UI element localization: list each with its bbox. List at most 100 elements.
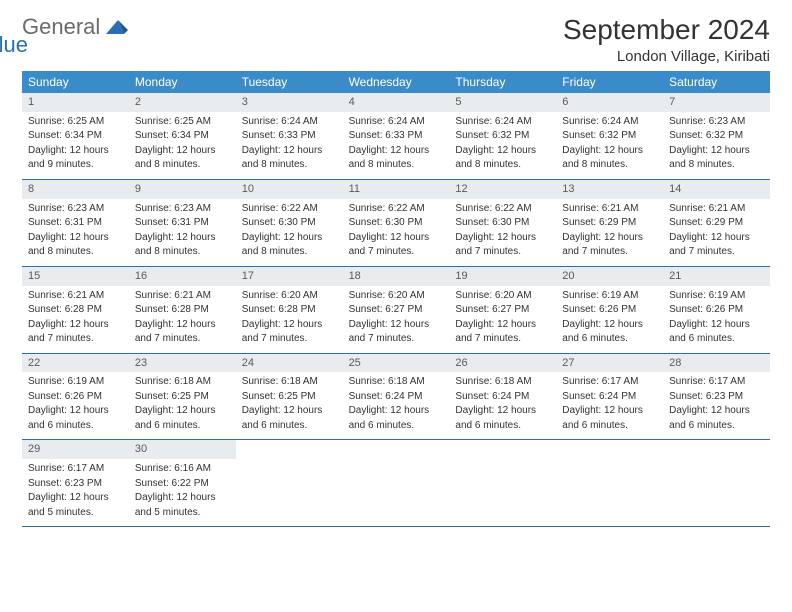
day-sunrise: Sunrise: 6:24 AM bbox=[455, 115, 550, 129]
day-d1: Daylight: 12 hours bbox=[28, 491, 123, 505]
day-content: Sunrise: 6:23 AMSunset: 6:31 PMDaylight:… bbox=[129, 202, 236, 259]
day-d1: Daylight: 12 hours bbox=[669, 404, 764, 418]
week-row: 8Sunrise: 6:23 AMSunset: 6:31 PMDaylight… bbox=[22, 180, 770, 267]
day-cell: 15Sunrise: 6:21 AMSunset: 6:28 PMDayligh… bbox=[22, 267, 129, 353]
day-d2: and 7 minutes. bbox=[242, 332, 337, 346]
day-number: 16 bbox=[129, 267, 236, 286]
day-cell: 10Sunrise: 6:22 AMSunset: 6:30 PMDayligh… bbox=[236, 180, 343, 266]
day-d2: and 9 minutes. bbox=[28, 158, 123, 172]
day-cell: 9Sunrise: 6:23 AMSunset: 6:31 PMDaylight… bbox=[129, 180, 236, 266]
day-sunrise: Sunrise: 6:20 AM bbox=[242, 289, 337, 303]
day-number: 26 bbox=[449, 354, 556, 373]
day-sunset: Sunset: 6:28 PM bbox=[242, 303, 337, 317]
day-content: Sunrise: 6:25 AMSunset: 6:34 PMDaylight:… bbox=[129, 115, 236, 172]
logo-text-general: General bbox=[22, 14, 100, 40]
day-content: Sunrise: 6:17 AMSunset: 6:23 PMDaylight:… bbox=[663, 375, 770, 432]
calendar: Sunday Monday Tuesday Wednesday Thursday… bbox=[22, 71, 770, 527]
day-number: 6 bbox=[556, 93, 663, 112]
day-sunrise: Sunrise: 6:22 AM bbox=[349, 202, 444, 216]
day-d1: Daylight: 12 hours bbox=[28, 144, 123, 158]
day-number: 14 bbox=[663, 180, 770, 199]
day-sunset: Sunset: 6:30 PM bbox=[349, 216, 444, 230]
day-content: Sunrise: 6:20 AMSunset: 6:28 PMDaylight:… bbox=[236, 289, 343, 346]
day-sunset: Sunset: 6:26 PM bbox=[28, 390, 123, 404]
day-cell bbox=[236, 440, 343, 526]
day-number: 1 bbox=[22, 93, 129, 112]
day-cell: 21Sunrise: 6:19 AMSunset: 6:26 PMDayligh… bbox=[663, 267, 770, 353]
day-number: 30 bbox=[129, 440, 236, 459]
day-sunrise: Sunrise: 6:21 AM bbox=[135, 289, 230, 303]
day-cell: 26Sunrise: 6:18 AMSunset: 6:24 PMDayligh… bbox=[449, 354, 556, 440]
day-d1: Daylight: 12 hours bbox=[455, 318, 550, 332]
day-d2: and 8 minutes. bbox=[242, 245, 337, 259]
day-sunset: Sunset: 6:33 PM bbox=[349, 129, 444, 143]
day-sunset: Sunset: 6:27 PM bbox=[349, 303, 444, 317]
day-content: Sunrise: 6:24 AMSunset: 6:32 PMDaylight:… bbox=[556, 115, 663, 172]
day-d1: Daylight: 12 hours bbox=[28, 318, 123, 332]
day-d2: and 7 minutes. bbox=[455, 332, 550, 346]
day-number: 25 bbox=[343, 354, 450, 373]
day-d2: and 8 minutes. bbox=[28, 245, 123, 259]
day-sunset: Sunset: 6:33 PM bbox=[242, 129, 337, 143]
day-d2: and 6 minutes. bbox=[28, 419, 123, 433]
day-d1: Daylight: 12 hours bbox=[349, 404, 444, 418]
day-cell: 12Sunrise: 6:22 AMSunset: 6:30 PMDayligh… bbox=[449, 180, 556, 266]
day-sunset: Sunset: 6:29 PM bbox=[669, 216, 764, 230]
weekday-header: Monday bbox=[129, 71, 236, 93]
day-sunrise: Sunrise: 6:24 AM bbox=[242, 115, 337, 129]
day-number: 18 bbox=[343, 267, 450, 286]
day-sunset: Sunset: 6:26 PM bbox=[562, 303, 657, 317]
day-d2: and 7 minutes. bbox=[135, 332, 230, 346]
logo-triangle-icon bbox=[106, 18, 128, 36]
day-sunset: Sunset: 6:32 PM bbox=[669, 129, 764, 143]
week-row: 29Sunrise: 6:17 AMSunset: 6:23 PMDayligh… bbox=[22, 440, 770, 527]
day-cell: 4Sunrise: 6:24 AMSunset: 6:33 PMDaylight… bbox=[343, 93, 450, 179]
day-sunset: Sunset: 6:22 PM bbox=[135, 477, 230, 491]
day-number: 10 bbox=[236, 180, 343, 199]
day-sunset: Sunset: 6:32 PM bbox=[562, 129, 657, 143]
day-number: 3 bbox=[236, 93, 343, 112]
day-content: Sunrise: 6:25 AMSunset: 6:34 PMDaylight:… bbox=[22, 115, 129, 172]
day-sunrise: Sunrise: 6:20 AM bbox=[455, 289, 550, 303]
day-cell: 28Sunrise: 6:17 AMSunset: 6:23 PMDayligh… bbox=[663, 354, 770, 440]
day-content: Sunrise: 6:21 AMSunset: 6:29 PMDaylight:… bbox=[556, 202, 663, 259]
weekday-header: Sunday bbox=[22, 71, 129, 93]
day-sunrise: Sunrise: 6:25 AM bbox=[28, 115, 123, 129]
day-sunset: Sunset: 6:28 PM bbox=[135, 303, 230, 317]
day-sunrise: Sunrise: 6:19 AM bbox=[28, 375, 123, 389]
day-cell: 29Sunrise: 6:17 AMSunset: 6:23 PMDayligh… bbox=[22, 440, 129, 526]
day-d2: and 8 minutes. bbox=[135, 245, 230, 259]
day-d1: Daylight: 12 hours bbox=[562, 404, 657, 418]
day-d2: and 7 minutes. bbox=[349, 245, 444, 259]
day-d2: and 8 minutes. bbox=[135, 158, 230, 172]
day-sunset: Sunset: 6:31 PM bbox=[135, 216, 230, 230]
day-d2: and 6 minutes. bbox=[562, 332, 657, 346]
day-content: Sunrise: 6:24 AMSunset: 6:33 PMDaylight:… bbox=[236, 115, 343, 172]
day-d1: Daylight: 12 hours bbox=[28, 231, 123, 245]
day-cell: 7Sunrise: 6:23 AMSunset: 6:32 PMDaylight… bbox=[663, 93, 770, 179]
day-content: Sunrise: 6:20 AMSunset: 6:27 PMDaylight:… bbox=[343, 289, 450, 346]
day-sunset: Sunset: 6:23 PM bbox=[669, 390, 764, 404]
day-d2: and 6 minutes. bbox=[669, 332, 764, 346]
day-number: 13 bbox=[556, 180, 663, 199]
weekday-header: Thursday bbox=[449, 71, 556, 93]
day-content: Sunrise: 6:23 AMSunset: 6:32 PMDaylight:… bbox=[663, 115, 770, 172]
day-sunset: Sunset: 6:24 PM bbox=[455, 390, 550, 404]
day-sunrise: Sunrise: 6:18 AM bbox=[455, 375, 550, 389]
day-sunset: Sunset: 6:23 PM bbox=[28, 477, 123, 491]
day-d2: and 7 minutes. bbox=[455, 245, 550, 259]
title-block: September 2024 London Village, Kiribati bbox=[563, 14, 770, 65]
day-number: 2 bbox=[129, 93, 236, 112]
day-cell: 6 Sunrise: 6:24 AMSunset: 6:32 PMDaylight… bbox=[556, 93, 663, 179]
weekday-header: Saturday bbox=[663, 71, 770, 93]
day-sunset: Sunset: 6:24 PM bbox=[562, 390, 657, 404]
day-d1: Daylight: 12 hours bbox=[242, 144, 337, 158]
day-content: Sunrise: 6:18 AMSunset: 6:25 PMDaylight:… bbox=[236, 375, 343, 432]
day-sunrise: Sunrise: 6:21 AM bbox=[562, 202, 657, 216]
day-d2: and 7 minutes. bbox=[28, 332, 123, 346]
day-sunrise: Sunrise: 6:22 AM bbox=[455, 202, 550, 216]
month-title: September 2024 bbox=[563, 14, 770, 46]
day-sunset: Sunset: 6:25 PM bbox=[242, 390, 337, 404]
day-sunrise: Sunrise: 6:23 AM bbox=[669, 115, 764, 129]
day-cell: 11Sunrise: 6:22 AMSunset: 6:30 PMDayligh… bbox=[343, 180, 450, 266]
